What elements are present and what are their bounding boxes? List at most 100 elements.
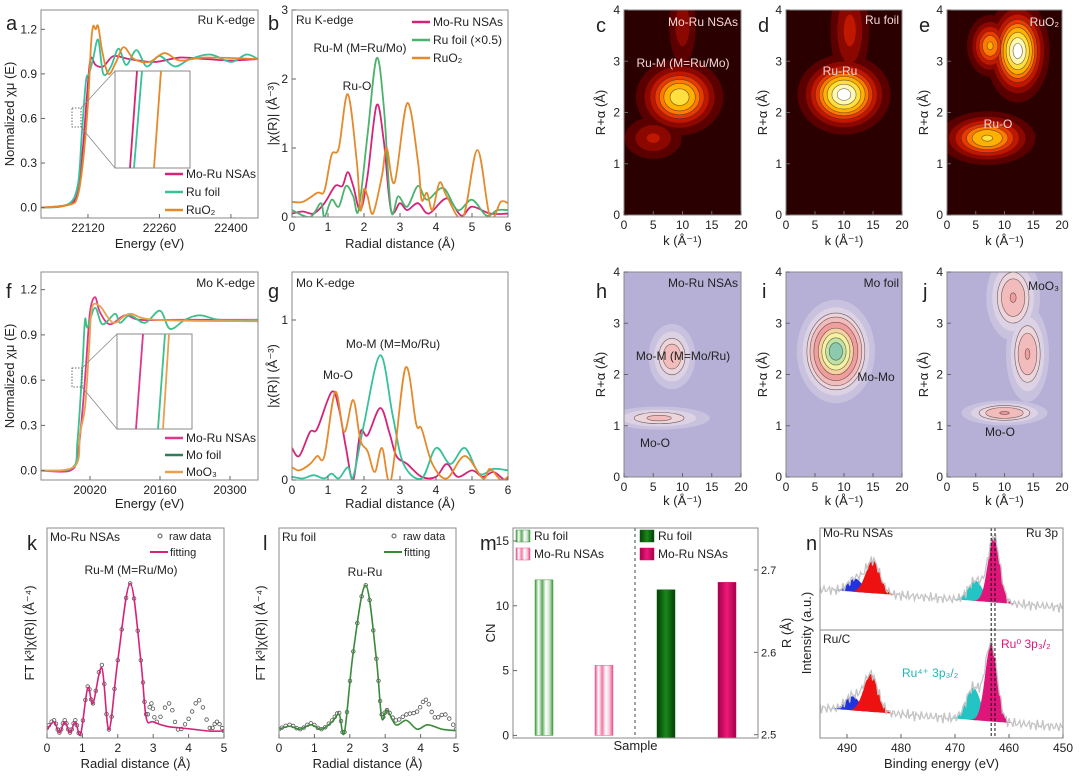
panel-l: 0 1 2 3 4 5 l Radial distance (Å) FT k³|χ(R)| (Å…	[253, 527, 460, 771]
x-tick-label: 5	[469, 483, 476, 497]
inset-series-line	[153, 70, 162, 169]
inset-source-box	[71, 367, 83, 388]
y-tick-label: 2	[775, 106, 782, 120]
y-tick-label: 1	[281, 141, 288, 155]
raw-spectrum	[820, 533, 1063, 613]
x-tick-label: 20	[734, 480, 748, 494]
y-tick-label: 0.9	[20, 328, 37, 342]
subplot-label: Mo-Ru NSAs	[823, 526, 893, 540]
annotation: Ru-Ru	[823, 64, 858, 78]
y-axis-label: Normalized χμ (E)	[2, 62, 17, 167]
raw-data-point	[106, 727, 112, 732]
panel-label: i	[762, 281, 766, 303]
annotation: Ru-M (M=Ru/Mo)	[84, 563, 177, 577]
plot-area	[292, 57, 508, 217]
bar-0	[534, 579, 554, 736]
panel-label: n	[806, 533, 817, 555]
raw-data-point	[207, 725, 212, 731]
contour-level	[675, 10, 690, 47]
raw-data-point	[443, 712, 448, 717]
raw-data-point	[67, 730, 73, 735]
annotation: Ru-O	[343, 79, 372, 93]
y-tick-label: 1.2	[20, 283, 37, 297]
legend-label: Mo-Ru NSAs	[186, 167, 256, 181]
x-tick-label: 15	[866, 480, 880, 494]
x-tick-label: 20	[895, 480, 909, 494]
fit-peak-3	[971, 537, 1018, 605]
plot-area	[534, 579, 737, 738]
x-tick-label: 10	[837, 218, 851, 232]
x-tick-label: 15	[1027, 480, 1041, 494]
y-tick-label: 4	[613, 3, 620, 17]
x-axis-label: Radial distance (Å)	[81, 756, 191, 771]
annotation: Mo-Ru NSAs	[668, 15, 738, 29]
y-tick-label: 0	[775, 208, 782, 222]
x-tick-label: 10	[998, 480, 1012, 494]
inset-connector	[80, 70, 116, 109]
contour-level	[669, 88, 690, 106]
y-tick-label: 3	[936, 316, 943, 330]
fit-peak-1	[845, 560, 901, 596]
x-tick-label: 20160	[143, 483, 177, 497]
x-axis-label: k (Å⁻¹)	[825, 493, 864, 508]
y-tick-label: 5	[502, 664, 509, 678]
x-tick-label: 20	[734, 218, 748, 232]
x-tick-label: 3	[397, 220, 404, 234]
raw-data-point	[193, 701, 198, 706]
legend-label: raw data	[169, 531, 212, 543]
plot-area	[292, 354, 508, 480]
annotation: Ru 3p	[1026, 526, 1058, 540]
inset-box	[116, 333, 193, 430]
inset-series-line	[162, 333, 170, 430]
annotation: RuO₂	[1030, 15, 1060, 29]
x-tick-label: 1	[79, 741, 86, 755]
y-tick-label: 1	[613, 419, 620, 433]
inset-connector	[81, 333, 118, 369]
x-tick-label: 10	[998, 218, 1012, 232]
legend-label: Mo-Ru NSAs	[658, 547, 728, 561]
raw-data-point	[172, 719, 178, 725]
x-tick-label: 5	[469, 220, 476, 234]
x-tick-label: 15	[705, 480, 719, 494]
y-tick-label: 0	[775, 470, 782, 484]
y-axis-label: |χ(R)| (Å⁻³)	[265, 344, 280, 408]
annotation: Mo-M (M=Mo/Ru)	[636, 349, 730, 363]
plot-area	[624, 10, 741, 215]
y-tick-label: 0	[613, 470, 620, 484]
x-tick-label: 10	[676, 480, 690, 494]
plot-area	[820, 533, 1063, 732]
x-tick-label: 3	[382, 741, 389, 755]
ytick-label-right: 2.6	[761, 647, 776, 659]
y-tick-label: 2	[613, 368, 620, 382]
legend-label: RuO₂	[186, 203, 216, 217]
annotation: Ru-M (M=Ru/Mo)	[313, 41, 406, 55]
y-tick-label: 1	[775, 419, 782, 433]
x-axis-label: Energy (eV)	[115, 236, 184, 251]
raw-data-point	[363, 583, 368, 588]
annotation: Ru-Ru	[348, 565, 383, 579]
panel-i: 0 5 10 15 20 0 1 2 3 4i k (Å⁻¹) R+α (Å) Mo foil Mo-Mo	[755, 265, 909, 508]
plot-frame	[278, 527, 457, 739]
x-axis-label: k (Å⁻¹)	[663, 493, 702, 508]
y-axis-label: Normalized χμ (E)	[2, 324, 17, 429]
x-axis-label: k (Å⁻¹)	[985, 233, 1024, 248]
annotation: Mo-O	[985, 425, 1015, 439]
panel-h: 0 5 10 15 20 0 1 2 3 4h k (Å⁻¹) R+α (Å) Mo-Ru NSAs Mo…	[593, 265, 748, 508]
raw-data-point	[417, 705, 423, 710]
y-tick-label: 1	[936, 157, 943, 171]
panel-m: 2.5 2.6 2.7 CN R (Å) Ru foil Mo-Ru NSAs Ru foil…	[480, 527, 794, 753]
x-tick-label: 20	[1055, 480, 1069, 494]
x-axis-label: k (Å⁻¹)	[663, 233, 702, 248]
y-tick-label: 0	[281, 473, 288, 487]
x-tick-label: 6	[505, 483, 512, 497]
y-tick-label: 4	[936, 3, 943, 17]
y-tick-label: 3	[775, 54, 782, 68]
panel-a: 22120 22260 22400 0.0 0.3 0.6 0.9 1.2a Energy (e…	[2, 9, 259, 251]
raw-data-point	[451, 722, 456, 727]
fit-peak-2	[945, 687, 1001, 723]
contour-level	[646, 414, 672, 422]
bar-3	[717, 582, 737, 738]
panel-label: j	[922, 281, 927, 303]
y-tick-label: 3	[936, 54, 943, 68]
